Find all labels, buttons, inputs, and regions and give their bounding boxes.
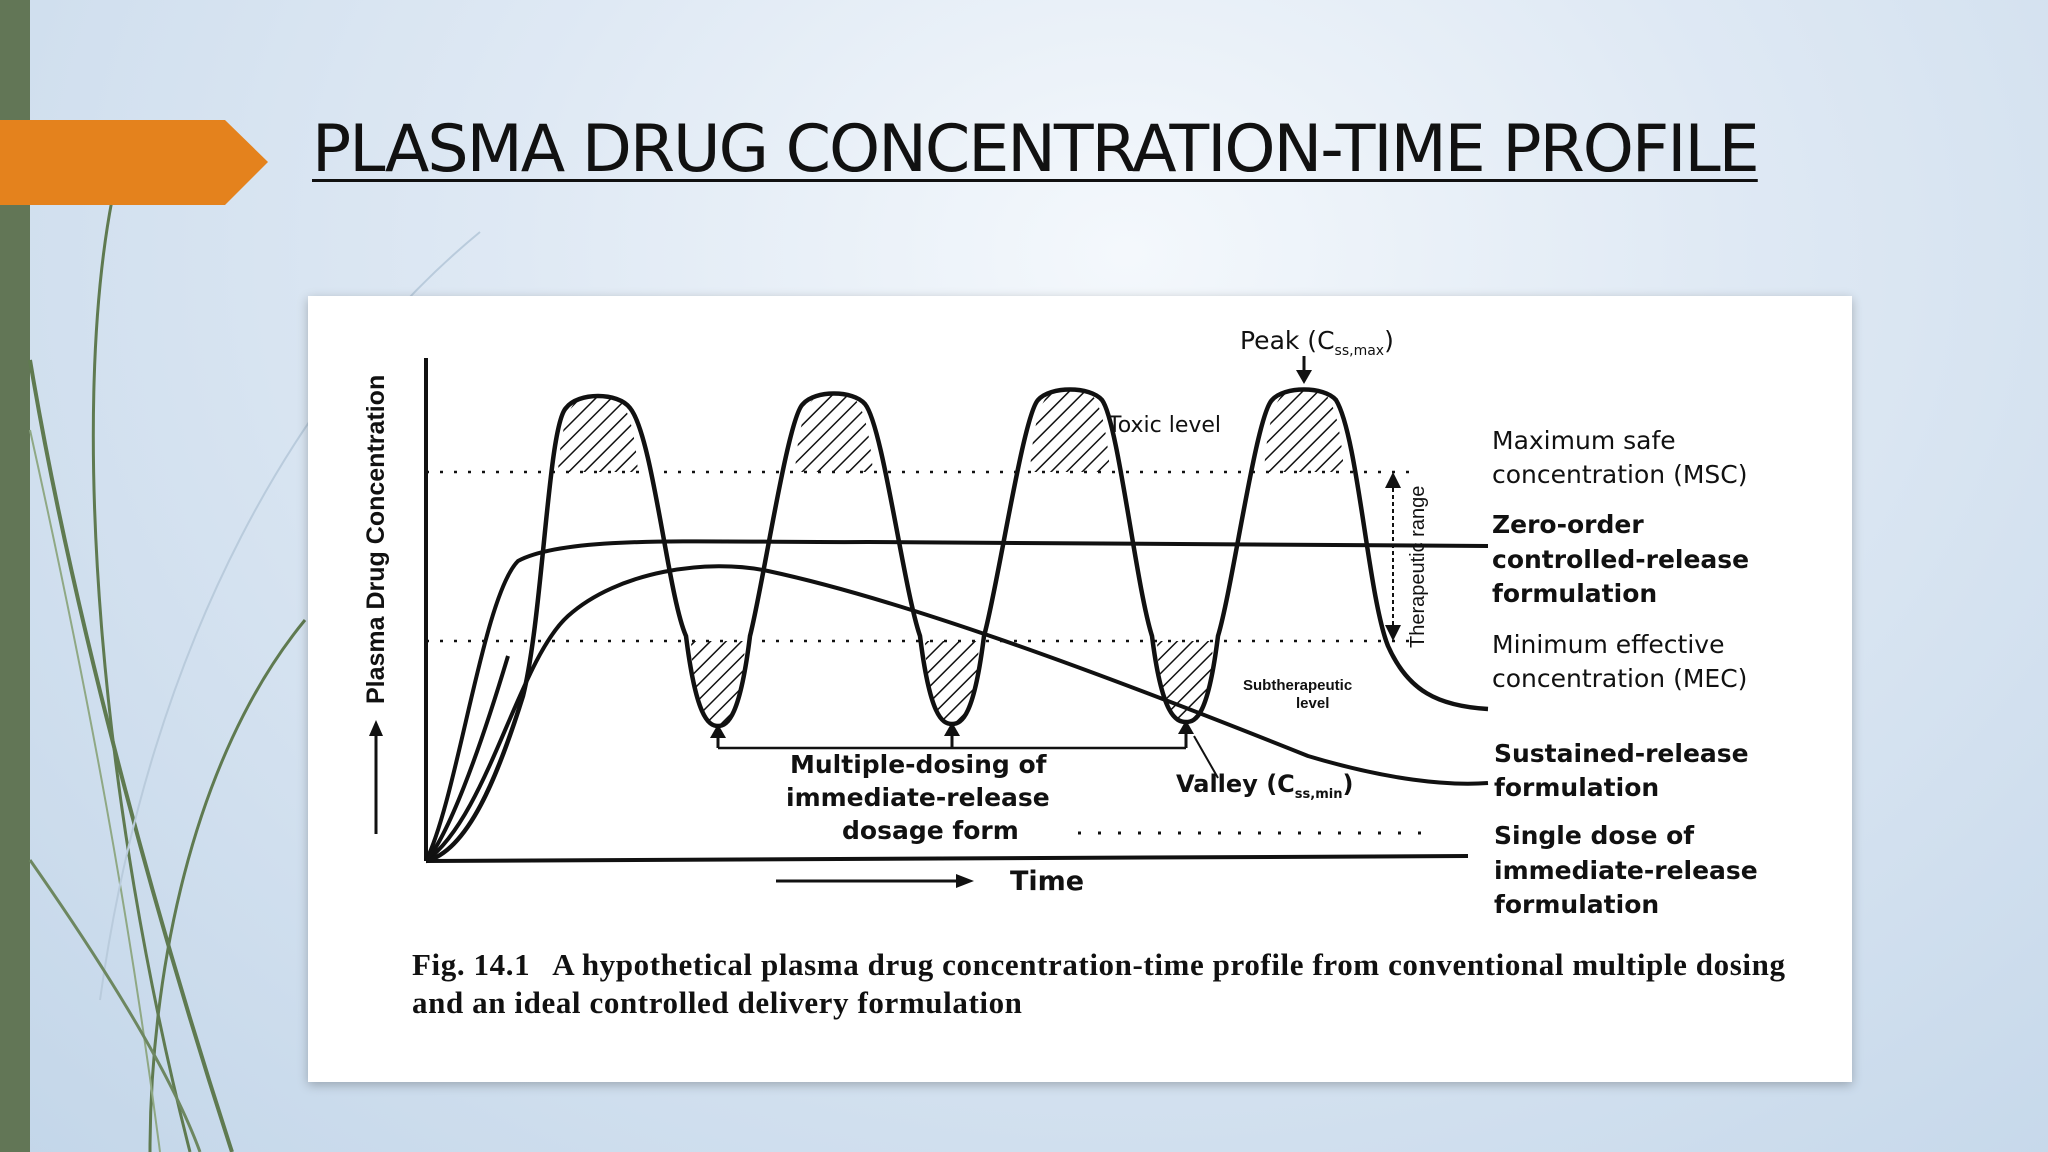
zero-order-label-line2: controlled-release	[1492, 545, 1749, 574]
peak-label: Peak (Css,max)	[1240, 326, 1394, 359]
multiple-dosing-label-line2: immediate-release	[786, 783, 1050, 812]
single-dose-curve	[424, 655, 510, 863]
x-axis	[425, 854, 1469, 863]
single-dose-label-line3: formulation	[1494, 890, 1659, 919]
sustained-label-line1: Sustained-release	[1494, 739, 1749, 768]
mec-label-line1: Minimum effective	[1492, 630, 1724, 659]
figure-caption: Fig. 14.1 A hypothetical plasma drug conc…	[412, 946, 1812, 1022]
valley-label-prefix: Valley (C	[1176, 770, 1295, 798]
multiple-dosing-label-line1: Multiple-dosing of	[790, 750, 1048, 779]
x-axis-label: Time	[1010, 866, 1084, 897]
therapeutic-arrow-down-head	[1385, 625, 1401, 641]
y-axis-label: Plasma Drug Concentration	[362, 375, 390, 704]
valley-pointer	[1193, 735, 1219, 779]
multiple-dosing-label-line3: dosage form	[842, 816, 1019, 845]
figure-caption-text: A hypothetical plasma drug concentration…	[412, 947, 1786, 1020]
toxic-region-hatch	[558, 387, 1344, 472]
dose-arrow-1-head	[710, 724, 726, 738]
peak-label-close: )	[1384, 326, 1394, 355]
dose-arrow-2-head	[944, 722, 960, 736]
valley-label: Valley (Css,min)	[1176, 770, 1353, 802]
toxic-level-label: Toxic level	[1107, 413, 1221, 438]
subtherapeutic-region-hatch	[691, 641, 1213, 726]
zero-order-label-line3: formulation	[1492, 579, 1657, 608]
peak-label-prefix: Peak (C	[1240, 326, 1335, 355]
mec-label-line2: concentration (MEC)	[1492, 664, 1747, 693]
single-dose-label-line2: immediate-release	[1494, 856, 1758, 885]
x-axis-label-arrow-head	[956, 874, 974, 888]
peak-label-subscript: ss,max	[1335, 343, 1385, 359]
concentration-time-diagram: Therapeutic range Peak (Css,max) Toxic l…	[362, 326, 1758, 919]
msc-label-line1: Maximum safe	[1492, 426, 1676, 455]
zero-order-curve	[424, 539, 1489, 862]
sustained-label-line2: formulation	[1494, 773, 1659, 802]
figure-number: Fig. 14.1	[412, 947, 531, 982]
subtherapeutic-label-line2: level	[1296, 695, 1329, 712]
msc-label-line2: concentration (MSC)	[1492, 460, 1748, 489]
subtherapeutic-label-line1: Subtherapeutic	[1243, 677, 1352, 694]
therapeutic-arrow-up-head	[1385, 472, 1401, 488]
valley-label-subscript: ss,min	[1295, 787, 1343, 802]
valley-label-close: )	[1342, 770, 1353, 798]
y-axis-label-arrow-head	[369, 720, 383, 736]
multiple-dosing-curve	[425, 387, 1489, 864]
single-dose-label-line1: Single dose of	[1494, 821, 1695, 850]
title-arrow-tab	[0, 120, 268, 205]
therapeutic-range-label: Therapeutic range	[1407, 486, 1429, 648]
figure-card: Therapeutic range Peak (Css,max) Toxic l…	[308, 296, 1852, 1082]
dose-arrow-3-head	[1178, 720, 1194, 734]
slide-title: PLASMA DRUG CONCENTRATION-TIME PROFILE	[312, 112, 1760, 187]
zero-order-label-line1: Zero-order	[1492, 510, 1644, 539]
peak-arrow-head	[1296, 370, 1312, 384]
